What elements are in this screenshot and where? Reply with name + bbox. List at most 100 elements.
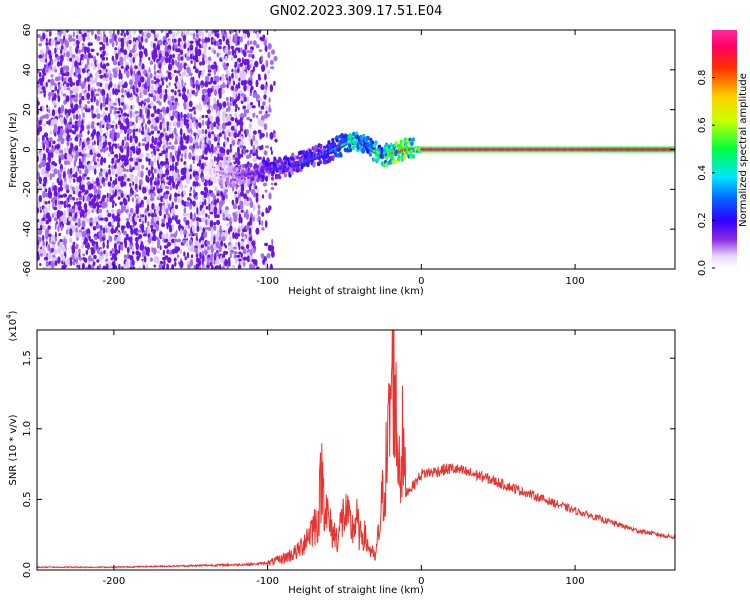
spectrogram-noise-cell [144,51,148,58]
spectrogram-noise-cell [211,131,215,135]
spectrogram-noise-cell [194,154,199,162]
spectrogram-ridge-halo [309,151,313,156]
spectrogram-noise-cell [66,229,69,235]
spectrogram-noise-cell [258,99,261,108]
spectrogram-ridge-core [516,148,518,151]
spectrogram-noise-cell [53,249,58,255]
spectrogram-noise-cell [178,73,182,77]
spectrogram-noise-cell [179,260,184,269]
spectrogram-ridge-core [445,148,447,151]
spectrogram-ridge-core [576,148,578,151]
spectrogram-noise-cell [90,123,95,129]
spectrogram-noise-cell [261,211,265,217]
spectrogram-ridge-core [328,150,330,153]
spectrogram-noise-cell [252,216,255,222]
spectrogram-noise-cell [212,80,217,85]
spectrogram-ridge-core [582,148,584,151]
spectrogram-noise-cell [130,228,134,236]
spectrogram-noise-cell [109,38,113,44]
spectrogram-noise-cell [159,92,163,100]
spectrogram-noise-cell [170,208,176,215]
spectrogram-noise-cell [195,32,200,39]
spectrogram-noise-cell [198,159,202,168]
spectrogram-ridge-core [597,148,599,151]
spectrogram-ridge-core [301,160,304,164]
spectrogram-noise-cell [135,115,139,124]
spectrogram-ridge-halo [395,149,399,154]
spectrogram-noise-cell [243,193,248,200]
spectrogram-ridge-core [634,148,636,151]
spectrogram-noise-cell [161,218,166,224]
spectrogram-noise-cell [68,121,73,126]
spectrogram-noise-cell [78,152,83,156]
spectrogram-noise-cell [64,147,67,154]
spectrogram-noise-cell [50,118,55,127]
spectrogram-noise-cell [101,102,106,108]
spectrogram-noise-cell [204,88,208,93]
spectrogram-ridge-core [223,172,225,175]
spectrogram-noise-cell [132,128,136,134]
spectrogram-noise-cell [230,116,235,122]
spectrogram-noise-cell [170,95,175,102]
spectrogram-noise-cell [268,192,272,200]
spectrogram-noise-cell [87,264,92,269]
spectrogram-noise-cell [127,137,130,141]
spectrogram-noise-cell [120,65,124,69]
spectrogram-noise-cell [176,70,180,74]
spectrogram-noise-cell [165,232,169,241]
spectrogram-noise-cell [140,170,144,179]
spectrogram-noise-cell [273,55,278,62]
spectrogram-noise-cell [235,104,238,109]
spectrogram-noise-cell [38,125,43,132]
spectrogram-noise-cell [176,154,180,162]
spectrogram-noise-cell [45,81,48,88]
spectrogram-noise-cell [119,167,124,174]
spectrogram-ridge-core [511,148,513,151]
spectrogram-noise-cell [174,242,177,248]
spectrogram-noise-cell [66,82,70,87]
spectrogram-noise-cell [103,157,107,164]
spectrogram-noise-cell [117,249,121,254]
spectrogram-y-tick-label: 20 [22,103,33,116]
spectrogram-noise-cell [166,84,169,89]
spectrogram-ridge-core [372,149,375,152]
spectrogram-noise-cell [134,135,138,144]
spectrogram-noise-cell [205,104,209,108]
spectrogram-noise-cell [146,97,150,104]
spectrogram-ridge-core [622,148,624,151]
spectrogram-noise-cell [257,156,262,160]
spectrogram-noise-cell [177,173,180,179]
spectrogram-noise-cell [268,205,272,211]
spectrogram-noise-cell [81,226,85,230]
spectrogram-noise-cell [42,114,46,119]
spectrogram-noise-cell [90,247,95,256]
spectrogram-noise-cell [114,143,118,150]
spectrogram-noise-cell [218,205,222,211]
spectrogram-noise-cell [208,131,211,140]
spectrogram-noise-cell [142,264,146,269]
spectrogram-noise-cell [38,43,43,47]
spectrogram-noise-cell [222,213,225,218]
spectrogram-ridge-core [565,148,567,151]
spectrogram-noise-cell [246,255,251,263]
spectrogram-noise-cell [230,125,236,131]
spectrogram-ridge-core [449,148,451,151]
spectrogram-noise-cell [140,91,144,99]
spectrogram-noise-cell [188,118,193,127]
spectrogram-ridge-core [420,148,422,151]
spectrogram-noise-cell [77,120,82,128]
spectrogram-noise-cell [157,156,160,161]
spectrogram-ridge-core [551,148,553,151]
spectrogram-ridge-halo [399,139,403,144]
spectrogram-noise-cell [169,195,172,201]
spectrogram-noise-cell [74,136,79,142]
spectrogram-noise-cell [69,196,73,201]
spectrogram-noise-cell [174,204,179,210]
spectrogram-noise-cell [102,124,105,129]
spectrogram-noise-cell [226,264,229,269]
spectrogram-noise-cell [236,233,241,237]
spectrogram-noise-cell [126,122,130,130]
spectrogram-ridge-core [609,148,611,151]
spectrogram-noise-cell [111,168,115,176]
spectrogram-ridge-halo [244,164,248,169]
